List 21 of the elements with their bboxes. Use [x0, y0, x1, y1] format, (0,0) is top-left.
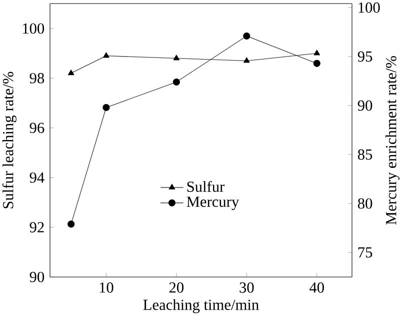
- y2-tick-label: 75: [358, 247, 372, 258]
- x-tick-label: 30: [240, 282, 254, 293]
- legend-label: Mercury: [186, 196, 240, 210]
- y2-tick-label: 80: [358, 198, 372, 209]
- y2-axis-title: Mercury enrichment rate/%: [386, 56, 400, 225]
- y-tick-label: 98: [30, 73, 44, 84]
- y-tick-label: 94: [30, 172, 44, 183]
- legend-label: Sulfur: [187, 180, 225, 192]
- y-tick-label: 92: [30, 222, 44, 232]
- y2-tick-label: 90: [358, 100, 372, 111]
- y2-tick-label: 100: [358, 2, 380, 13]
- y2-tick-label: 95: [358, 51, 372, 62]
- y-tick-label: 96: [30, 122, 44, 134]
- y-axis-title: Sulfur leaching rate/%: [2, 72, 16, 208]
- y-tick-label: 100: [22, 23, 44, 34]
- x-tick-label: 10: [100, 282, 114, 293]
- x-axis-title: Leaching time/min: [143, 299, 259, 314]
- x-tick-label: 40: [310, 282, 324, 293]
- x-tick-label: 20: [169, 282, 184, 293]
- y-tick-label: 90: [30, 272, 44, 282]
- y2-tick-label: 85: [358, 149, 372, 160]
